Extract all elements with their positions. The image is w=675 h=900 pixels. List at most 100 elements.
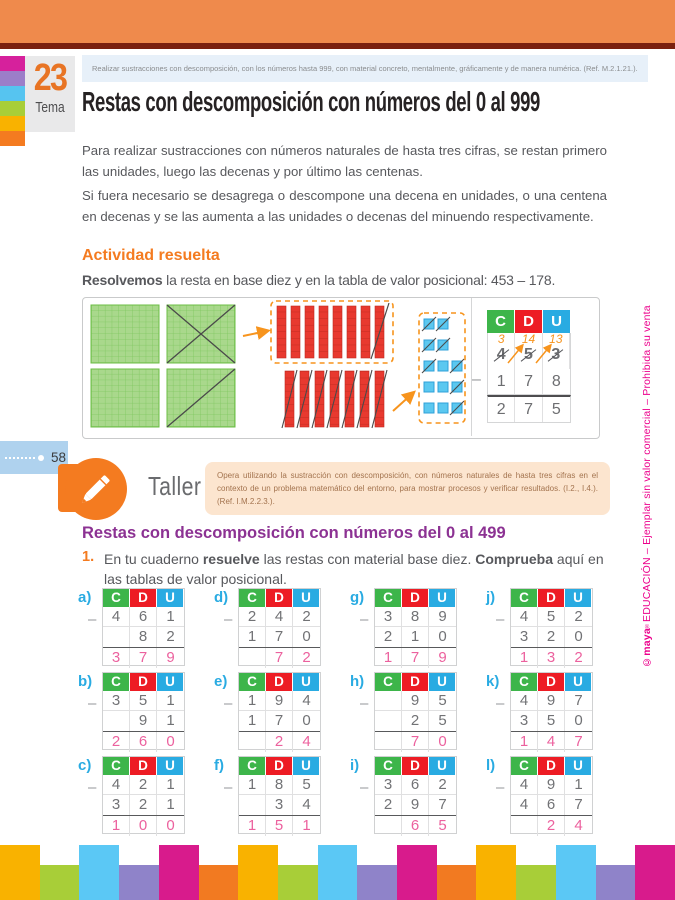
subtrahend-row: –1 7 0	[224, 695, 320, 732]
digit-cell: 2	[302, 649, 311, 666]
digit-cell: 5	[293, 775, 320, 795]
digit-cell: 1	[239, 691, 266, 711]
digit-cell: 1	[157, 775, 184, 795]
digit-cell: 1	[375, 648, 402, 668]
digit-cell	[375, 691, 402, 711]
place-value-table: C D U 3 8 9–2 1 0 1 7 9	[360, 588, 457, 668]
column-u-header: U	[543, 310, 571, 333]
brand-name: ©maya	[641, 628, 653, 668]
digit-cell: 7	[574, 796, 583, 813]
digit-cell: U	[565, 673, 592, 691]
digit-cell	[103, 627, 130, 647]
bottom-strip-bar	[119, 865, 159, 900]
base-ten-blocks-figure	[90, 300, 466, 429]
tema-label: Tema	[35, 99, 65, 116]
place-value-table: C D U 1 8 5–3 4 1 5 1	[224, 756, 321, 836]
cdu-header-row: C D U	[487, 310, 571, 333]
bottom-strip-bar	[277, 865, 318, 900]
digit-cell: C	[103, 589, 130, 607]
digit-cell: 7	[266, 648, 293, 668]
exercise-column: a) C D U 4 6 1–8 2 3 7 9 b) C D U 3 5 1–9 1 2 6 0 c) C D U 4 2 1–3 2 1…	[78, 588, 208, 840]
digit-cell	[375, 711, 402, 731]
carry-digit: 3	[497, 332, 505, 346]
digit-cell: D	[538, 673, 565, 691]
digit-cell: 2	[166, 628, 175, 645]
digit-cell: 3	[511, 627, 538, 647]
exercise-label: d)	[214, 589, 229, 606]
digit-cell: 8	[402, 607, 429, 627]
top-orange-band	[0, 0, 675, 43]
bottom-strip-bar	[397, 845, 437, 900]
digit-cell: 7	[574, 733, 583, 750]
place-value-table: C D U 1 9 4–1 7 0 2 4	[224, 672, 321, 752]
digit-cell: 4	[302, 796, 311, 813]
column-c-header: C	[487, 310, 515, 333]
digit-cell: 7	[402, 648, 429, 668]
digit-cell	[239, 648, 266, 668]
minuend-row-with-carries: 3 4 14 5 13 3	[487, 333, 571, 369]
digit-cell: 6	[538, 795, 565, 815]
exercise-label: k)	[486, 673, 500, 690]
digit-cell: D	[266, 589, 293, 607]
bottom-strip-bar	[436, 865, 477, 900]
digit-cell: U	[157, 589, 184, 607]
taller-description-box: Opera utilizando la sustracción con desc…	[205, 462, 610, 515]
digit-cell: 0	[438, 628, 447, 645]
exercise-label: b)	[78, 673, 93, 690]
digit-cell: C	[511, 673, 538, 691]
intro-paragraph-1: Para realizar sustracciones con números …	[82, 143, 607, 179]
page-title: Restas con descomposición con números de…	[82, 86, 540, 117]
bottom-strip-bar	[39, 865, 80, 900]
digit-cell: 5	[538, 711, 565, 731]
digit-cell: 4	[103, 607, 130, 627]
digit-cell: 4	[293, 691, 320, 711]
minus-sign: –	[88, 779, 97, 796]
subtrahend-row: –2 1 0	[360, 611, 456, 648]
exercise-label: h)	[350, 673, 365, 690]
minus-sign: –	[224, 611, 233, 628]
digit-cell: 3	[103, 795, 130, 815]
digit-cell: U	[429, 673, 456, 691]
crossed-digit: 5	[521, 346, 536, 364]
digit-cell: 3	[511, 711, 538, 731]
subtrahend-row: – 8 2	[88, 611, 184, 648]
digit-cell: 1	[157, 691, 184, 711]
exercise-e: e) C D U 1 9 4–1 7 0 2 4	[214, 672, 344, 752]
item-number: 1.	[82, 549, 95, 565]
digit-cell: 5	[130, 691, 157, 711]
digit-cell: 0	[574, 712, 583, 729]
bottom-strip-bar	[158, 845, 199, 900]
digit-cell: 3	[103, 648, 130, 668]
curriculum-objective-box: Realizar sustracciones con descomposició…	[82, 55, 648, 82]
digit-cell: 4	[511, 775, 538, 795]
pencil-icon	[65, 458, 127, 520]
digit-cell: 9	[538, 691, 565, 711]
digit-cell: D	[130, 757, 157, 775]
borrow-arrows	[507, 343, 552, 364]
dotted-leader	[5, 456, 35, 459]
digit-cell: 1	[511, 732, 538, 752]
crossed-digit: 3	[548, 346, 563, 364]
subtrahend-row: –3 2 1	[88, 779, 184, 816]
place-value-table: C D U 4 2 1–3 2 1 1 0 0	[88, 756, 185, 836]
digit-cell: 0	[302, 712, 311, 729]
digit-cell: 1	[239, 711, 266, 731]
bottom-strip-bar	[317, 845, 358, 900]
minus-sign: –	[360, 695, 369, 712]
digit-cell	[375, 816, 402, 836]
exercise-column: j) C D U 4 5 2–3 2 0 1 3 2 k) C D U 4 9 7–3 5 0 1 4 7 l) C D U 4 9 1–4…	[486, 588, 616, 840]
digit-cell: C	[375, 757, 402, 775]
